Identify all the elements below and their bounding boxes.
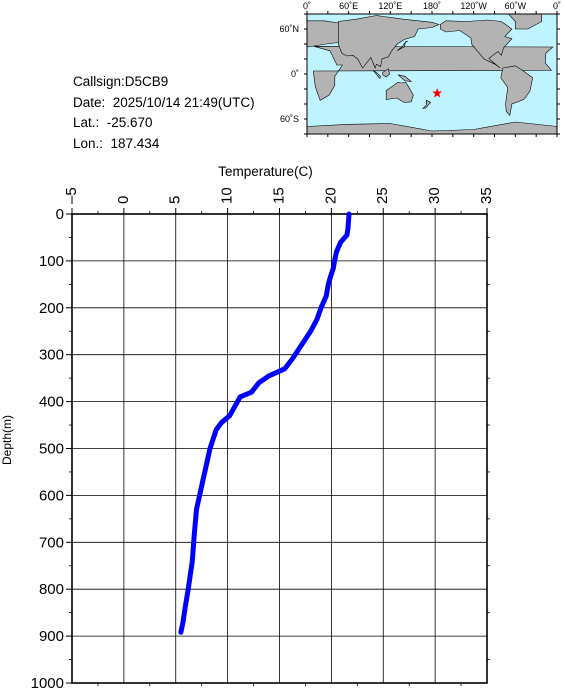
- map-lon-label: 120˚E: [378, 1, 402, 11]
- y-tick-label: 300: [39, 347, 64, 364]
- y-tick-label: 900: [39, 628, 64, 645]
- map-lon-label: 0˚: [303, 1, 311, 11]
- y-tick-label: 600: [39, 487, 64, 504]
- x-tick-label: 25: [374, 187, 391, 204]
- station-info: Callsign:D5CB9 Date: 2025/10/14 21:49(UT…: [73, 72, 255, 154]
- y-tick-label: 0: [56, 206, 64, 223]
- y-tick-label: 500: [39, 441, 64, 458]
- map-lat-label: 60˚S: [280, 114, 299, 124]
- y-tick-label: 200: [39, 300, 64, 317]
- map-landmass: [372, 70, 381, 80]
- map-landmass: [397, 40, 408, 52]
- y-tick-label: 400: [39, 394, 64, 411]
- callsign-text: Callsign:D5CB9: [73, 74, 169, 89]
- map-landmass: [385, 81, 414, 103]
- date-text: Date: 2025/10/14 21:49(UTC): [73, 94, 255, 110]
- x-tick-label: –5: [63, 187, 80, 204]
- map-lon-label: 60˚W: [505, 1, 527, 11]
- longitude-text: Lon.: 187.434: [73, 135, 160, 151]
- map-landmass: [382, 68, 390, 78]
- map-lat-label: 0˚: [291, 69, 299, 79]
- world-map: 0˚ 60˚E 120˚E 180˚ 120˚W 60˚W 0˚ 60˚N 0˚ 60˚S: [279, 1, 561, 137]
- x-tick-label: 30: [426, 187, 443, 204]
- x-tick-label: 5: [167, 196, 184, 204]
- plot-frame: [71, 213, 488, 684]
- y-tick-label: 100: [39, 253, 64, 270]
- latitude-text: Lat.: -25.670: [73, 115, 153, 130]
- map-lon-label: 180˚: [423, 1, 441, 11]
- y-tick-label: 700: [39, 534, 64, 551]
- map-landmass: [338, 15, 440, 69]
- map-landmass: [500, 65, 534, 116]
- x-tick-label: 35: [478, 187, 495, 204]
- x-tick-label: 10: [219, 187, 236, 204]
- y-axis-label: Depth(m): [0, 415, 14, 465]
- map-landmass: [397, 74, 413, 82]
- map-lon-label: 60˚E: [339, 1, 358, 11]
- x-tick-label: 0: [115, 196, 132, 204]
- map-lon-label: 120˚W: [460, 1, 487, 11]
- temperature-profile-line: [178, 211, 352, 635]
- y-tick-label: 800: [39, 581, 64, 598]
- map-landmass: [440, 19, 513, 69]
- x-axis-label: Temperature(C): [218, 164, 313, 179]
- map-landmass: [422, 99, 432, 110]
- y-tick-label: 1000: [31, 675, 64, 690]
- map-lat-label: 60˚N: [279, 24, 299, 34]
- map-lon-label: 0˚: [553, 1, 561, 11]
- x-tick-label: 20: [322, 187, 339, 204]
- star-icon: [432, 88, 443, 98]
- x-tick-label: 15: [270, 187, 287, 204]
